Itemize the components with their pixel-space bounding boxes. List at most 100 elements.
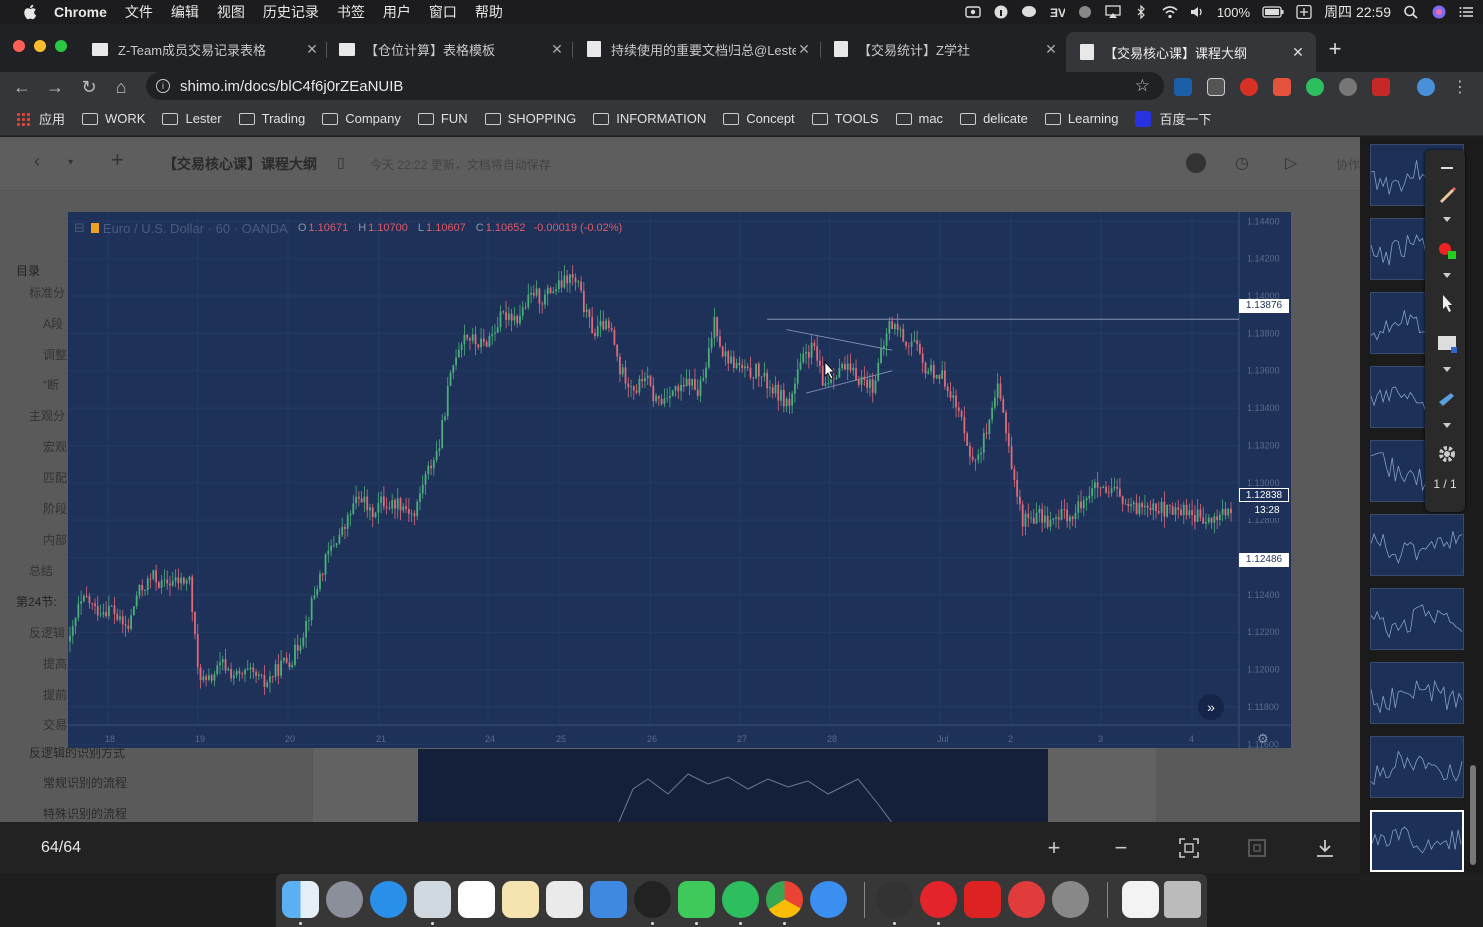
screen-record-icon[interactable] [965,5,981,19]
bookmark-company[interactable]: Company [322,111,401,126]
bookmark-concept[interactable]: Concept [723,111,795,126]
numbers-app-icon[interactable] [546,881,583,918]
zoom-out-icon[interactable]: − [1114,835,1128,860]
back-arrow-icon[interactable]: ← [13,76,31,97]
tab-course-outline[interactable]: 【交易核心课】课程大纲 ✕ [1066,32,1316,72]
user-avatar[interactable] [1186,153,1206,173]
toc-item[interactable]: 总结 [29,564,54,578]
pocket-extension-icon[interactable] [1240,78,1258,96]
url-text[interactable]: shimo.im/docs/blC4f6j0rZEaNUIB [180,77,404,95]
toc-item[interactable]: 第24节: [16,595,57,609]
wifi-icon[interactable] [1161,5,1178,19]
color-picker-icon[interactable] [1437,240,1457,260]
translate-extension-icon[interactable] [1174,78,1192,96]
menu-app-name[interactable]: Chrome [54,4,107,20]
forward-arrow-icon[interactable]: → [46,76,64,97]
menu-history[interactable]: 历史记录 [262,4,319,20]
evernote-extension-icon[interactable] [1306,78,1324,96]
toc-item-normal-flow[interactable]: 常规识别的流程 [43,776,128,790]
toc-item[interactable]: 交易 [43,718,68,732]
toc-item[interactable]: 反逻辑 [29,626,66,640]
bookmark-star-icon[interactable]: ☆ [1134,76,1150,95]
toc-item[interactable]: 阶段 [43,502,68,516]
mail-app-icon[interactable] [414,881,451,918]
chrome-app-icon[interactable] [766,881,803,918]
color-dropdown-icon[interactable] [1437,268,1457,278]
menu-edit[interactable]: 编辑 [170,4,199,20]
ev-extension-icon[interactable] [1372,78,1390,96]
tab-zteam-records[interactable]: Z-Team成员交易记录表格 ✕ [92,34,320,64]
doc-dropdown-icon[interactable]: ▾ [68,157,74,168]
collab-button[interactable]: 协作 [1336,158,1360,172]
highlighter-dropdown-icon[interactable] [1437,418,1457,428]
thumbnail[interactable] [1370,662,1464,724]
tab-trade-stats[interactable]: 【交易统计】Z学社 ✕ [834,34,1059,64]
menu-users[interactable]: 用户 [382,4,411,20]
bookmark-delicate[interactable]: delicate [960,111,1028,126]
toc-item[interactable]: 宏观 [43,440,68,454]
finder-app-icon[interactable] [282,881,319,918]
bookmark-learning[interactable]: Learning [1044,111,1118,126]
bookmark-tools[interactable]: TOOLS [811,111,879,126]
volume-icon[interactable] [1189,5,1205,19]
zoom-in-icon[interactable]: + [1047,835,1061,860]
evernote-status-icon[interactable]: ƎV [1049,5,1066,20]
toc-item[interactable]: 内部 [43,533,68,547]
apple-icon[interactable] [20,0,40,24]
site-info-icon[interactable]: i [156,79,170,93]
home-icon[interactable]: ⌂ [115,76,127,97]
reload-icon[interactable]: ↻ [81,76,97,97]
thumbnail-active[interactable] [1370,810,1464,872]
toc-item[interactable]: 提高 [43,657,68,671]
info-circle-icon[interactable] [993,5,1009,19]
menubar-clock[interactable]: 周四 22:59 [1324,4,1391,20]
toc-item[interactable]: A段 [43,317,64,331]
tab-close-icon[interactable]: ✕ [1045,40,1057,57]
menu-window[interactable]: 窗口 [428,4,457,20]
photo-slideshow-app-icon[interactable] [1052,881,1089,918]
cloud-extension-icon[interactable] [1339,78,1357,96]
ev-app-icon[interactable] [964,881,1001,918]
tab-close-icon[interactable]: ✕ [798,40,810,57]
minimize-palette-icon[interactable] [1437,158,1457,178]
toc-item[interactable]: 匹配 [43,471,68,485]
menu-bookmarks[interactable]: 书签 [336,4,365,20]
chat-bubble-icon[interactable] [1021,5,1037,19]
bookmark-shopping[interactable]: SHOPPING [484,111,576,126]
new-tab-button[interactable]: + [1328,36,1342,61]
tab-position-calc[interactable]: 【仓位计算】表格模板 ✕ [339,34,565,64]
bookmark-lester[interactable]: Lester [162,111,222,126]
chrome-menu-icon[interactable]: ⋮ [1452,79,1468,96]
toc-item[interactable]: 提前 [43,688,68,702]
notification-center-icon[interactable] [1459,5,1475,19]
bookmark-trading[interactable]: Trading [238,111,305,126]
scroll-to-latest-button[interactable]: » [1198,694,1224,720]
menu-file[interactable]: 文件 [124,4,153,20]
tab-close-icon[interactable]: ✕ [1292,43,1304,60]
fit-screen-icon[interactable] [1176,835,1202,861]
tab-close-icon[interactable]: ✕ [306,40,318,57]
highlighter-tool-icon[interactable] [1437,390,1457,410]
moon-icon[interactable] [1077,5,1093,19]
qq-app-icon[interactable] [634,881,671,918]
shape-dropdown-icon[interactable] [1437,362,1457,372]
pen-dropdown-icon[interactable] [1437,212,1457,222]
bookmark-work[interactable]: WORK [82,111,145,126]
telegram-app-icon[interactable] [810,881,847,918]
profile-avatar-icon[interactable] [1417,78,1435,96]
toc-item-reverse-logic-id[interactable]: 反逻辑的识别方式 [29,746,126,760]
toc-item[interactable]: 标准分 [29,286,66,300]
doc-new-icon[interactable]: + [111,147,124,172]
bookmark-fun[interactable]: FUN [417,111,468,126]
shape-tool-icon[interactable] [1437,333,1457,353]
toc-item[interactable]: 目录 [16,264,41,278]
scrivener-app-icon[interactable] [876,881,913,918]
window-zoom-button[interactable] [55,40,67,52]
address-bar[interactable]: i shimo.im/docs/blC4f6j0rZEaNUIB ☆ [146,72,1164,100]
tab-important-docs[interactable]: 持续使用的重要文档归总@Lester ✕ [587,34,812,64]
thumbnail[interactable] [1370,588,1464,650]
bookmark-apps[interactable]: 应用 [16,109,65,128]
wechat-app-icon[interactable] [678,881,715,918]
menu-help[interactable]: 帮助 [474,4,503,20]
netease-music-app-icon[interactable] [920,881,957,918]
